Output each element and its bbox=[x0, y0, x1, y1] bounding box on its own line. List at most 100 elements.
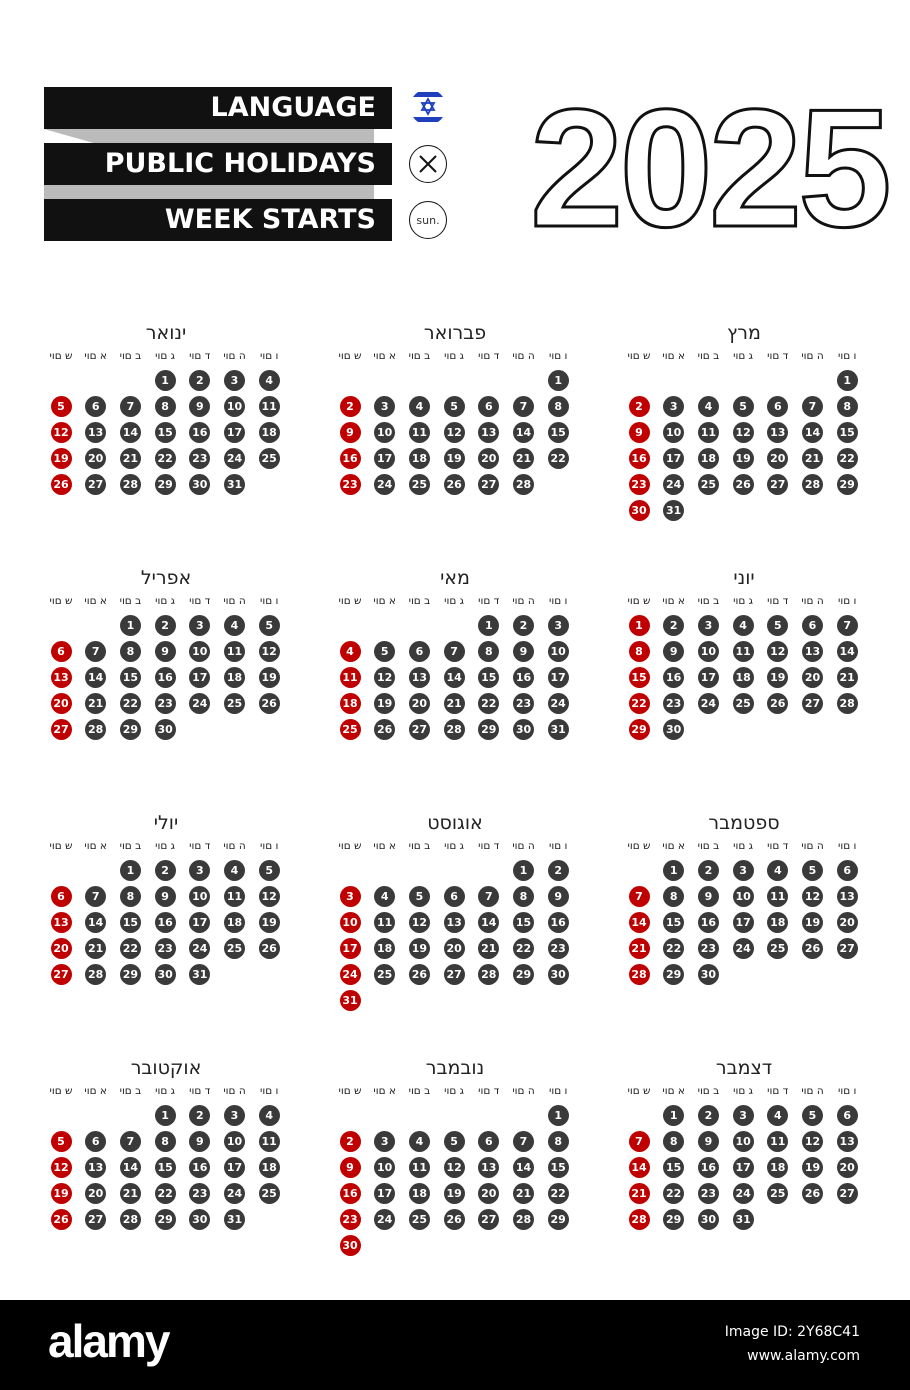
date: 2 bbox=[663, 615, 685, 636]
sunday-date: 9 bbox=[339, 422, 361, 443]
date: 18 bbox=[224, 912, 245, 933]
sunday-date: 12 bbox=[50, 1157, 72, 1178]
date: 24 bbox=[189, 693, 211, 714]
sunday-date: 5 bbox=[50, 396, 72, 417]
date: 6 bbox=[408, 641, 430, 662]
date: 16 bbox=[513, 667, 534, 688]
date: 5 bbox=[443, 1131, 465, 1152]
date: 2 bbox=[189, 370, 211, 391]
date: 21 bbox=[85, 938, 107, 959]
date: 25 bbox=[767, 1183, 789, 1204]
date: 17 bbox=[697, 667, 719, 688]
date: 10 bbox=[374, 1157, 396, 1178]
month-4: אפריל יום ש יום א יום ב יום ג יום ד יום ה יום ו… bbox=[46, 567, 296, 797]
date: 11 bbox=[258, 396, 280, 417]
date: 18 bbox=[408, 1183, 430, 1204]
weekday-header: יום א bbox=[373, 595, 396, 607]
date: 6 bbox=[478, 396, 500, 417]
date: 15 bbox=[547, 422, 569, 443]
sunday-date: 23 bbox=[339, 1209, 361, 1230]
date: 9 bbox=[663, 641, 685, 662]
date: 26 bbox=[408, 964, 430, 985]
weekday-header: יום א bbox=[84, 840, 107, 852]
weekday-header: יום ד bbox=[478, 840, 500, 852]
date: 3 bbox=[374, 1131, 396, 1152]
date: 19 bbox=[443, 448, 465, 469]
weekday-header: יום ו bbox=[549, 1085, 568, 1097]
date: 17 bbox=[224, 1157, 245, 1178]
date: 29 bbox=[119, 964, 141, 985]
date: 26 bbox=[258, 693, 280, 714]
weekday-header: יום ה bbox=[512, 1085, 535, 1097]
date: 9 bbox=[697, 1131, 719, 1152]
sunday-date: 16 bbox=[339, 448, 361, 469]
week-starts-bar: WEEK STARTS bbox=[44, 199, 392, 241]
date: 11 bbox=[697, 422, 719, 443]
date: 30 bbox=[663, 719, 685, 740]
date: 17 bbox=[224, 422, 245, 443]
weekday-header: יום ש bbox=[338, 595, 362, 607]
weekday-header: יום ש bbox=[627, 1085, 651, 1097]
date: 8 bbox=[154, 396, 176, 417]
weekday-header: יום א bbox=[84, 350, 107, 362]
weekday-header: יום ד bbox=[767, 1085, 789, 1097]
weekday-header: יום ש bbox=[338, 1085, 362, 1097]
date: 26 bbox=[732, 474, 754, 495]
sunday-date: 13 bbox=[50, 667, 72, 688]
month-1: ינואר יום ש יום א יום ב יום ג יום ד יום ה יום ו… bbox=[46, 322, 296, 552]
date: 18 bbox=[767, 912, 789, 933]
date: 7 bbox=[443, 641, 465, 662]
sunday-date: 30 bbox=[339, 1235, 361, 1256]
date: 20 bbox=[836, 912, 858, 933]
month-title: אוקטובר bbox=[130, 1057, 202, 1079]
date: 10 bbox=[224, 396, 245, 417]
date: 25 bbox=[258, 1183, 280, 1204]
date: 7 bbox=[513, 1131, 534, 1152]
weekday-header: יום ד bbox=[767, 595, 789, 607]
date: 4 bbox=[408, 1131, 430, 1152]
sunday-date: 24 bbox=[339, 964, 361, 985]
date: 14 bbox=[802, 422, 823, 443]
date: 24 bbox=[374, 474, 396, 495]
date: 22 bbox=[119, 938, 141, 959]
date: 26 bbox=[443, 474, 465, 495]
weekday-header: יום א bbox=[662, 350, 685, 362]
date: 12 bbox=[408, 912, 430, 933]
date: 1 bbox=[663, 1105, 685, 1126]
date: 2 bbox=[697, 860, 719, 881]
date: 8 bbox=[119, 886, 141, 907]
date: 25 bbox=[732, 693, 754, 714]
date: 17 bbox=[189, 912, 211, 933]
weekday-header: יום ש bbox=[627, 350, 651, 362]
date: 29 bbox=[154, 1209, 176, 1230]
date: 7 bbox=[836, 615, 858, 636]
date: 1 bbox=[478, 615, 500, 636]
date: 30 bbox=[189, 474, 211, 495]
date: 7 bbox=[513, 396, 534, 417]
weekday-header: יום ש bbox=[49, 840, 73, 852]
date: 19 bbox=[374, 693, 396, 714]
weekday-header: יום ו bbox=[549, 840, 568, 852]
weekday-header: יום ו bbox=[838, 840, 857, 852]
date: 1 bbox=[836, 370, 858, 391]
date: 15 bbox=[119, 667, 141, 688]
date: 18 bbox=[732, 667, 754, 688]
date: 3 bbox=[189, 860, 211, 881]
date: 30 bbox=[697, 1209, 719, 1230]
date: 27 bbox=[767, 474, 789, 495]
date: 24 bbox=[547, 693, 569, 714]
date: 22 bbox=[836, 448, 858, 469]
date: 28 bbox=[85, 964, 107, 985]
date: 3 bbox=[732, 860, 754, 881]
date: 29 bbox=[663, 964, 685, 985]
date: 28 bbox=[802, 474, 823, 495]
sunday-date: 28 bbox=[628, 964, 650, 985]
date: 4 bbox=[224, 860, 245, 881]
date: 7 bbox=[119, 396, 141, 417]
weekday-header: יום א bbox=[373, 350, 396, 362]
date: 9 bbox=[189, 396, 211, 417]
date: 28 bbox=[443, 719, 465, 740]
month-title: אוגוסט bbox=[427, 812, 483, 834]
sunday-date: 28 bbox=[628, 1209, 650, 1230]
